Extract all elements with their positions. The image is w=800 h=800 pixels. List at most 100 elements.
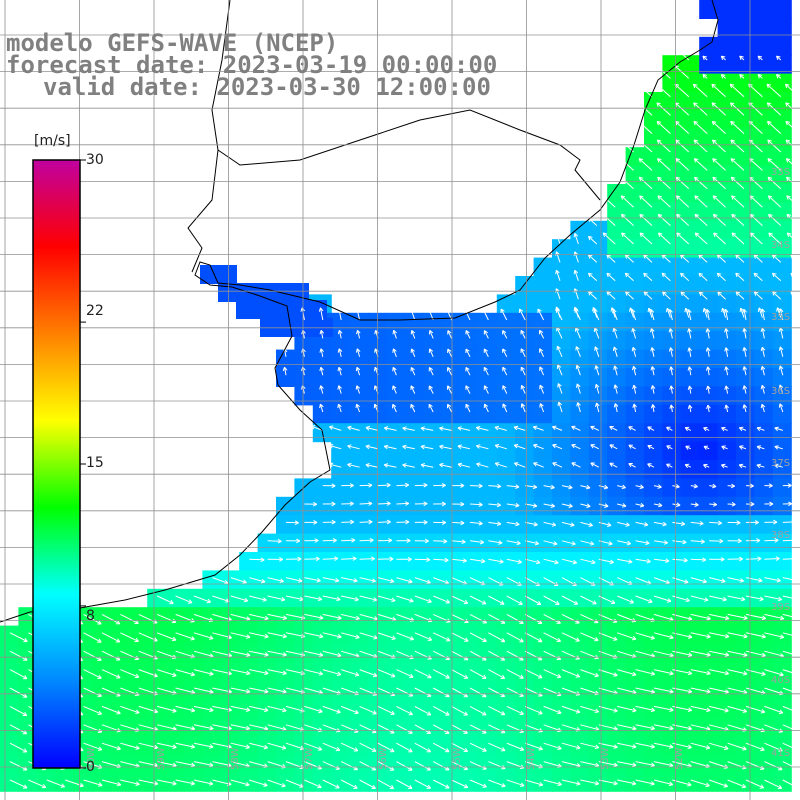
wind-cell bbox=[754, 276, 774, 295]
wind-cell bbox=[533, 607, 553, 627]
wind-arrow bbox=[410, 330, 416, 339]
wind-cell bbox=[128, 754, 148, 774]
wind-cell bbox=[772, 736, 792, 755]
wind-arrow bbox=[625, 291, 634, 300]
wind-cell bbox=[754, 73, 774, 93]
wind-cell bbox=[625, 478, 645, 498]
wind-arrow bbox=[617, 705, 637, 713]
wind-arrow bbox=[355, 348, 361, 357]
wind-cell bbox=[92, 680, 111, 700]
wind-arrow bbox=[65, 797, 73, 800]
wind-arrow bbox=[712, 139, 726, 153]
wind-arrow bbox=[543, 705, 562, 715]
wind-cell bbox=[239, 754, 259, 774]
wind-arrow bbox=[396, 538, 411, 543]
wind-cell bbox=[349, 496, 369, 516]
wind-cell bbox=[220, 754, 240, 774]
wind-cell bbox=[717, 717, 737, 737]
wind-cell bbox=[644, 184, 663, 203]
wind-arrow bbox=[790, 272, 800, 282]
wind-arrow bbox=[776, 307, 782, 318]
wind-arrow bbox=[709, 779, 728, 788]
wind-cell bbox=[699, 331, 719, 351]
wind-cell bbox=[699, 368, 719, 387]
wind-arrow bbox=[432, 742, 450, 753]
wind-arrow bbox=[745, 595, 764, 602]
wind-arrow bbox=[465, 385, 471, 394]
wind-cell bbox=[349, 386, 369, 406]
wind-cell bbox=[496, 699, 516, 719]
wind-arrow bbox=[451, 595, 469, 605]
wind-cell bbox=[386, 496, 406, 516]
wind-arrow bbox=[377, 705, 395, 715]
wind-cell bbox=[496, 349, 516, 369]
wind-cell bbox=[754, 239, 774, 259]
wind-cell bbox=[772, 478, 792, 498]
wind-cell bbox=[331, 423, 351, 443]
wind-arrow bbox=[594, 346, 600, 357]
wind-cell bbox=[625, 552, 645, 571]
wind-arrow bbox=[451, 779, 469, 789]
wind-cell bbox=[312, 607, 332, 627]
wind-arrow bbox=[533, 443, 544, 450]
wind-arrow bbox=[786, 213, 800, 226]
wind-arrow bbox=[138, 705, 159, 714]
wind-cell bbox=[312, 680, 332, 700]
wind-cell bbox=[699, 736, 719, 755]
wind-cell bbox=[552, 515, 571, 535]
wind-cell bbox=[754, 18, 774, 38]
wind-arrow bbox=[598, 503, 609, 508]
wind-cell bbox=[533, 754, 553, 774]
wind-arrow bbox=[414, 705, 432, 716]
wind-arrow bbox=[341, 483, 354, 488]
wind-cell bbox=[460, 460, 479, 479]
wind-arrow bbox=[267, 538, 282, 544]
wind-cell bbox=[239, 717, 259, 737]
wind-arrow bbox=[782, 501, 793, 507]
wind-cell bbox=[331, 625, 351, 645]
wind-cell bbox=[644, 570, 663, 590]
wind-cell bbox=[478, 386, 498, 406]
wind-arrow bbox=[653, 669, 674, 676]
wind-cell bbox=[699, 754, 719, 774]
wind-cell bbox=[331, 478, 351, 498]
wind-arrow bbox=[414, 519, 428, 525]
wind-cell bbox=[165, 644, 185, 663]
wind-cell bbox=[772, 239, 792, 259]
wind-cell bbox=[147, 607, 167, 627]
wind-cell bbox=[607, 368, 627, 387]
wind-cell bbox=[165, 680, 185, 700]
wind-cell bbox=[754, 552, 774, 571]
wind-arrow bbox=[772, 291, 782, 300]
wind-cell bbox=[625, 533, 645, 553]
wind-cell bbox=[736, 184, 755, 203]
wind-cell bbox=[717, 478, 737, 498]
wind-arrow bbox=[727, 779, 747, 789]
wind-cell bbox=[717, 772, 737, 792]
wind-cell bbox=[588, 294, 608, 314]
wind-arrow bbox=[724, 347, 729, 357]
wind-cell bbox=[644, 607, 663, 627]
wind-arrow bbox=[359, 577, 376, 583]
wind-cell bbox=[607, 533, 627, 553]
wind-arrow bbox=[457, 426, 471, 431]
wind-arrow bbox=[782, 483, 792, 488]
wind-arrow bbox=[617, 779, 637, 786]
wind-cell bbox=[644, 110, 663, 130]
lat-label: 38S bbox=[771, 530, 790, 541]
wind-arrow bbox=[533, 462, 544, 468]
wind-arrow bbox=[451, 669, 469, 679]
wind-arrow bbox=[249, 632, 269, 639]
wind-arrow bbox=[439, 426, 452, 431]
wind-cell bbox=[236, 300, 255, 319]
wind-arrow bbox=[322, 595, 341, 602]
wind-cell bbox=[625, 202, 645, 222]
wind-arrow bbox=[347, 444, 360, 450]
wind-arrow bbox=[359, 779, 376, 789]
wind-arrow bbox=[525, 742, 543, 751]
wind-arrow bbox=[705, 347, 711, 357]
wind-arrow bbox=[653, 724, 674, 731]
wind-cell bbox=[312, 699, 332, 719]
wind-arrow bbox=[753, 291, 763, 300]
wind-cell bbox=[496, 736, 516, 755]
